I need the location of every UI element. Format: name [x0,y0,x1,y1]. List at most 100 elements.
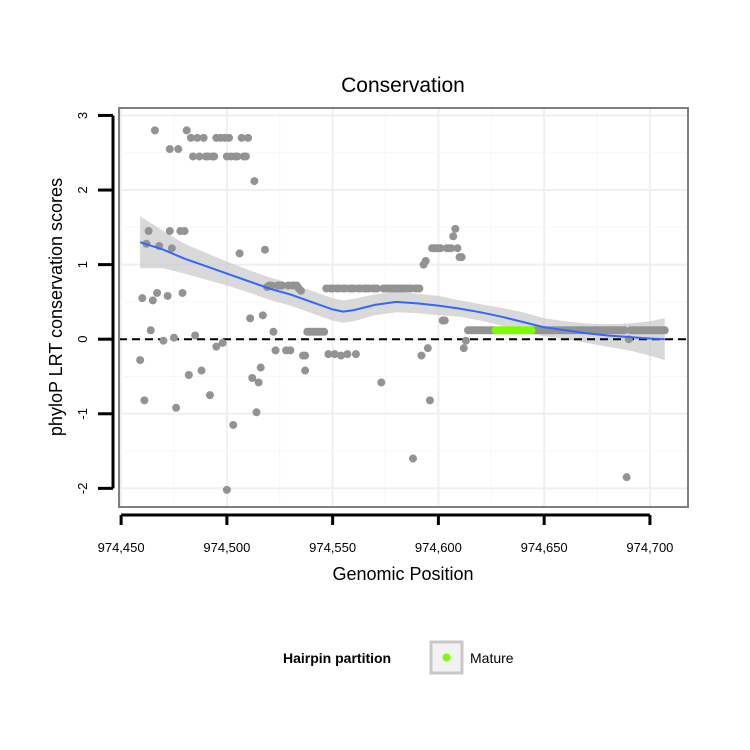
grid-lines [119,108,688,507]
score-point [169,333,178,342]
score-point [330,350,339,359]
y-tick-label: -2 [75,483,90,495]
score-point [212,342,221,351]
mature-point [527,326,536,335]
score-point [320,327,329,336]
y-tick-label: -1 [75,408,90,420]
score-point [146,326,155,335]
score-point [172,403,181,412]
score-point [224,133,233,142]
score-point [193,133,202,142]
score-point [269,327,278,336]
score-point [165,227,174,236]
score-point [660,326,669,335]
y-axis-title: phyloP LRT conservation scores [46,178,66,436]
score-point [436,244,445,253]
legend-mature-label: Mature [470,650,514,666]
score-point [301,366,310,375]
score-point [150,126,159,135]
y-tick-label: 1 [75,261,90,268]
legend: Hairpin partition Mature [283,640,514,675]
score-point [189,152,198,161]
score-point [199,133,208,142]
score-point [252,408,261,417]
score-point [351,350,360,359]
smooth-line [139,241,665,341]
score-point [233,152,242,161]
legend-mature-swatch [442,653,451,662]
plot-panel [118,107,689,508]
score-point [165,145,174,154]
score-point [449,232,458,241]
score-point [235,249,244,258]
score-point [174,145,183,154]
score-point [222,485,231,494]
score-point [241,152,250,161]
score-point [417,351,426,360]
y-tick-label: 2 [75,186,90,193]
score-point [421,256,430,265]
score-point [258,311,267,320]
score-point [148,296,157,305]
score-point [248,373,257,382]
x-tick-label: 974,700 [626,540,673,555]
score-point [254,378,263,387]
score-point [377,378,386,387]
score-point [210,152,219,161]
score-point [138,294,147,303]
x-axis: 974,450 974,500 974,550 974,600 974,650 974,7… [98,513,673,555]
score-point [237,133,246,142]
score-point [229,420,238,429]
score-point [425,396,434,405]
x-tick-label: 974,500 [203,540,250,555]
score-point [218,338,227,347]
score-point [423,344,432,353]
score-point [451,224,460,233]
score-point [415,284,424,293]
panel-border [118,107,689,508]
x-axis-title: Genomic Position [332,564,473,584]
score-point [178,288,187,297]
x-tick-label: 974,550 [309,540,356,555]
score-point [409,454,418,463]
score-point [136,356,145,365]
legend-title: Hairpin partition [283,650,391,666]
x-tick-label: 974,600 [415,540,462,555]
score-point [301,351,310,360]
score-point [184,370,193,379]
smooth-trend-line [139,241,665,341]
y-tick-label: 0 [75,336,90,343]
score-point [144,227,153,236]
score-point [440,316,449,325]
score-point [195,152,204,161]
score-point [622,473,631,482]
score-point [186,133,195,142]
score-point [277,281,286,290]
score-point [244,133,253,142]
x-tick-label: 974,650 [521,540,568,555]
score-point [447,244,456,253]
score-point [260,245,269,254]
data-points [136,126,669,494]
score-point [163,291,172,300]
chart-title: Conservation [341,74,465,97]
score-point [205,391,214,400]
score-point [337,351,346,360]
score-point [153,288,162,297]
y-tick-label: 3 [75,112,90,119]
score-point [453,244,462,253]
score-point [197,366,206,375]
y-axis: -2 -1 0 1 2 3 [75,112,115,495]
score-point [324,350,333,359]
score-point [180,227,189,236]
score-point [286,346,295,355]
score-point [250,177,259,186]
score-point [271,346,280,355]
score-point [343,350,352,359]
score-point [182,126,191,135]
score-point [256,363,265,372]
score-point [296,286,305,295]
score-point [159,336,168,345]
score-point [246,314,255,323]
